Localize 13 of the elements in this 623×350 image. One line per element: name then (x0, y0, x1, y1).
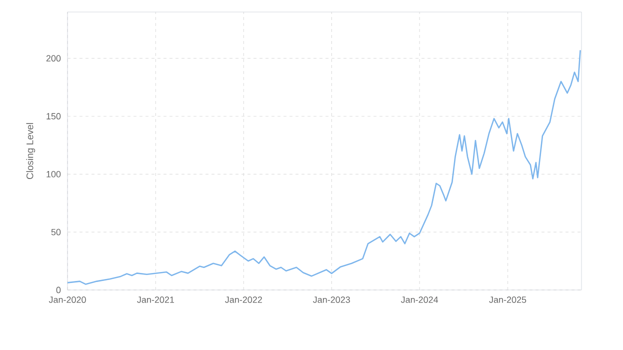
x-tick-label: Jan-2022 (225, 296, 262, 303)
y-tick-label: 150 (46, 113, 61, 120)
x-tick-label: Jan-2020 (48, 296, 86, 303)
line-series (68, 50, 581, 285)
x-tick-label: Jan-2023 (312, 296, 350, 303)
y-tick-label: 0 (56, 286, 61, 294)
x-tick-label: Jan-2025 (489, 296, 526, 303)
y-tick-label: 100 (46, 170, 61, 178)
y-tick-label: 50 (51, 228, 61, 236)
y-tick-label: 200 (46, 55, 61, 62)
y-axis-title: Closing Level (26, 123, 36, 180)
x-tick-label: Jan-2021 (137, 296, 174, 303)
x-tick-label: Jan-2024 (400, 296, 438, 303)
